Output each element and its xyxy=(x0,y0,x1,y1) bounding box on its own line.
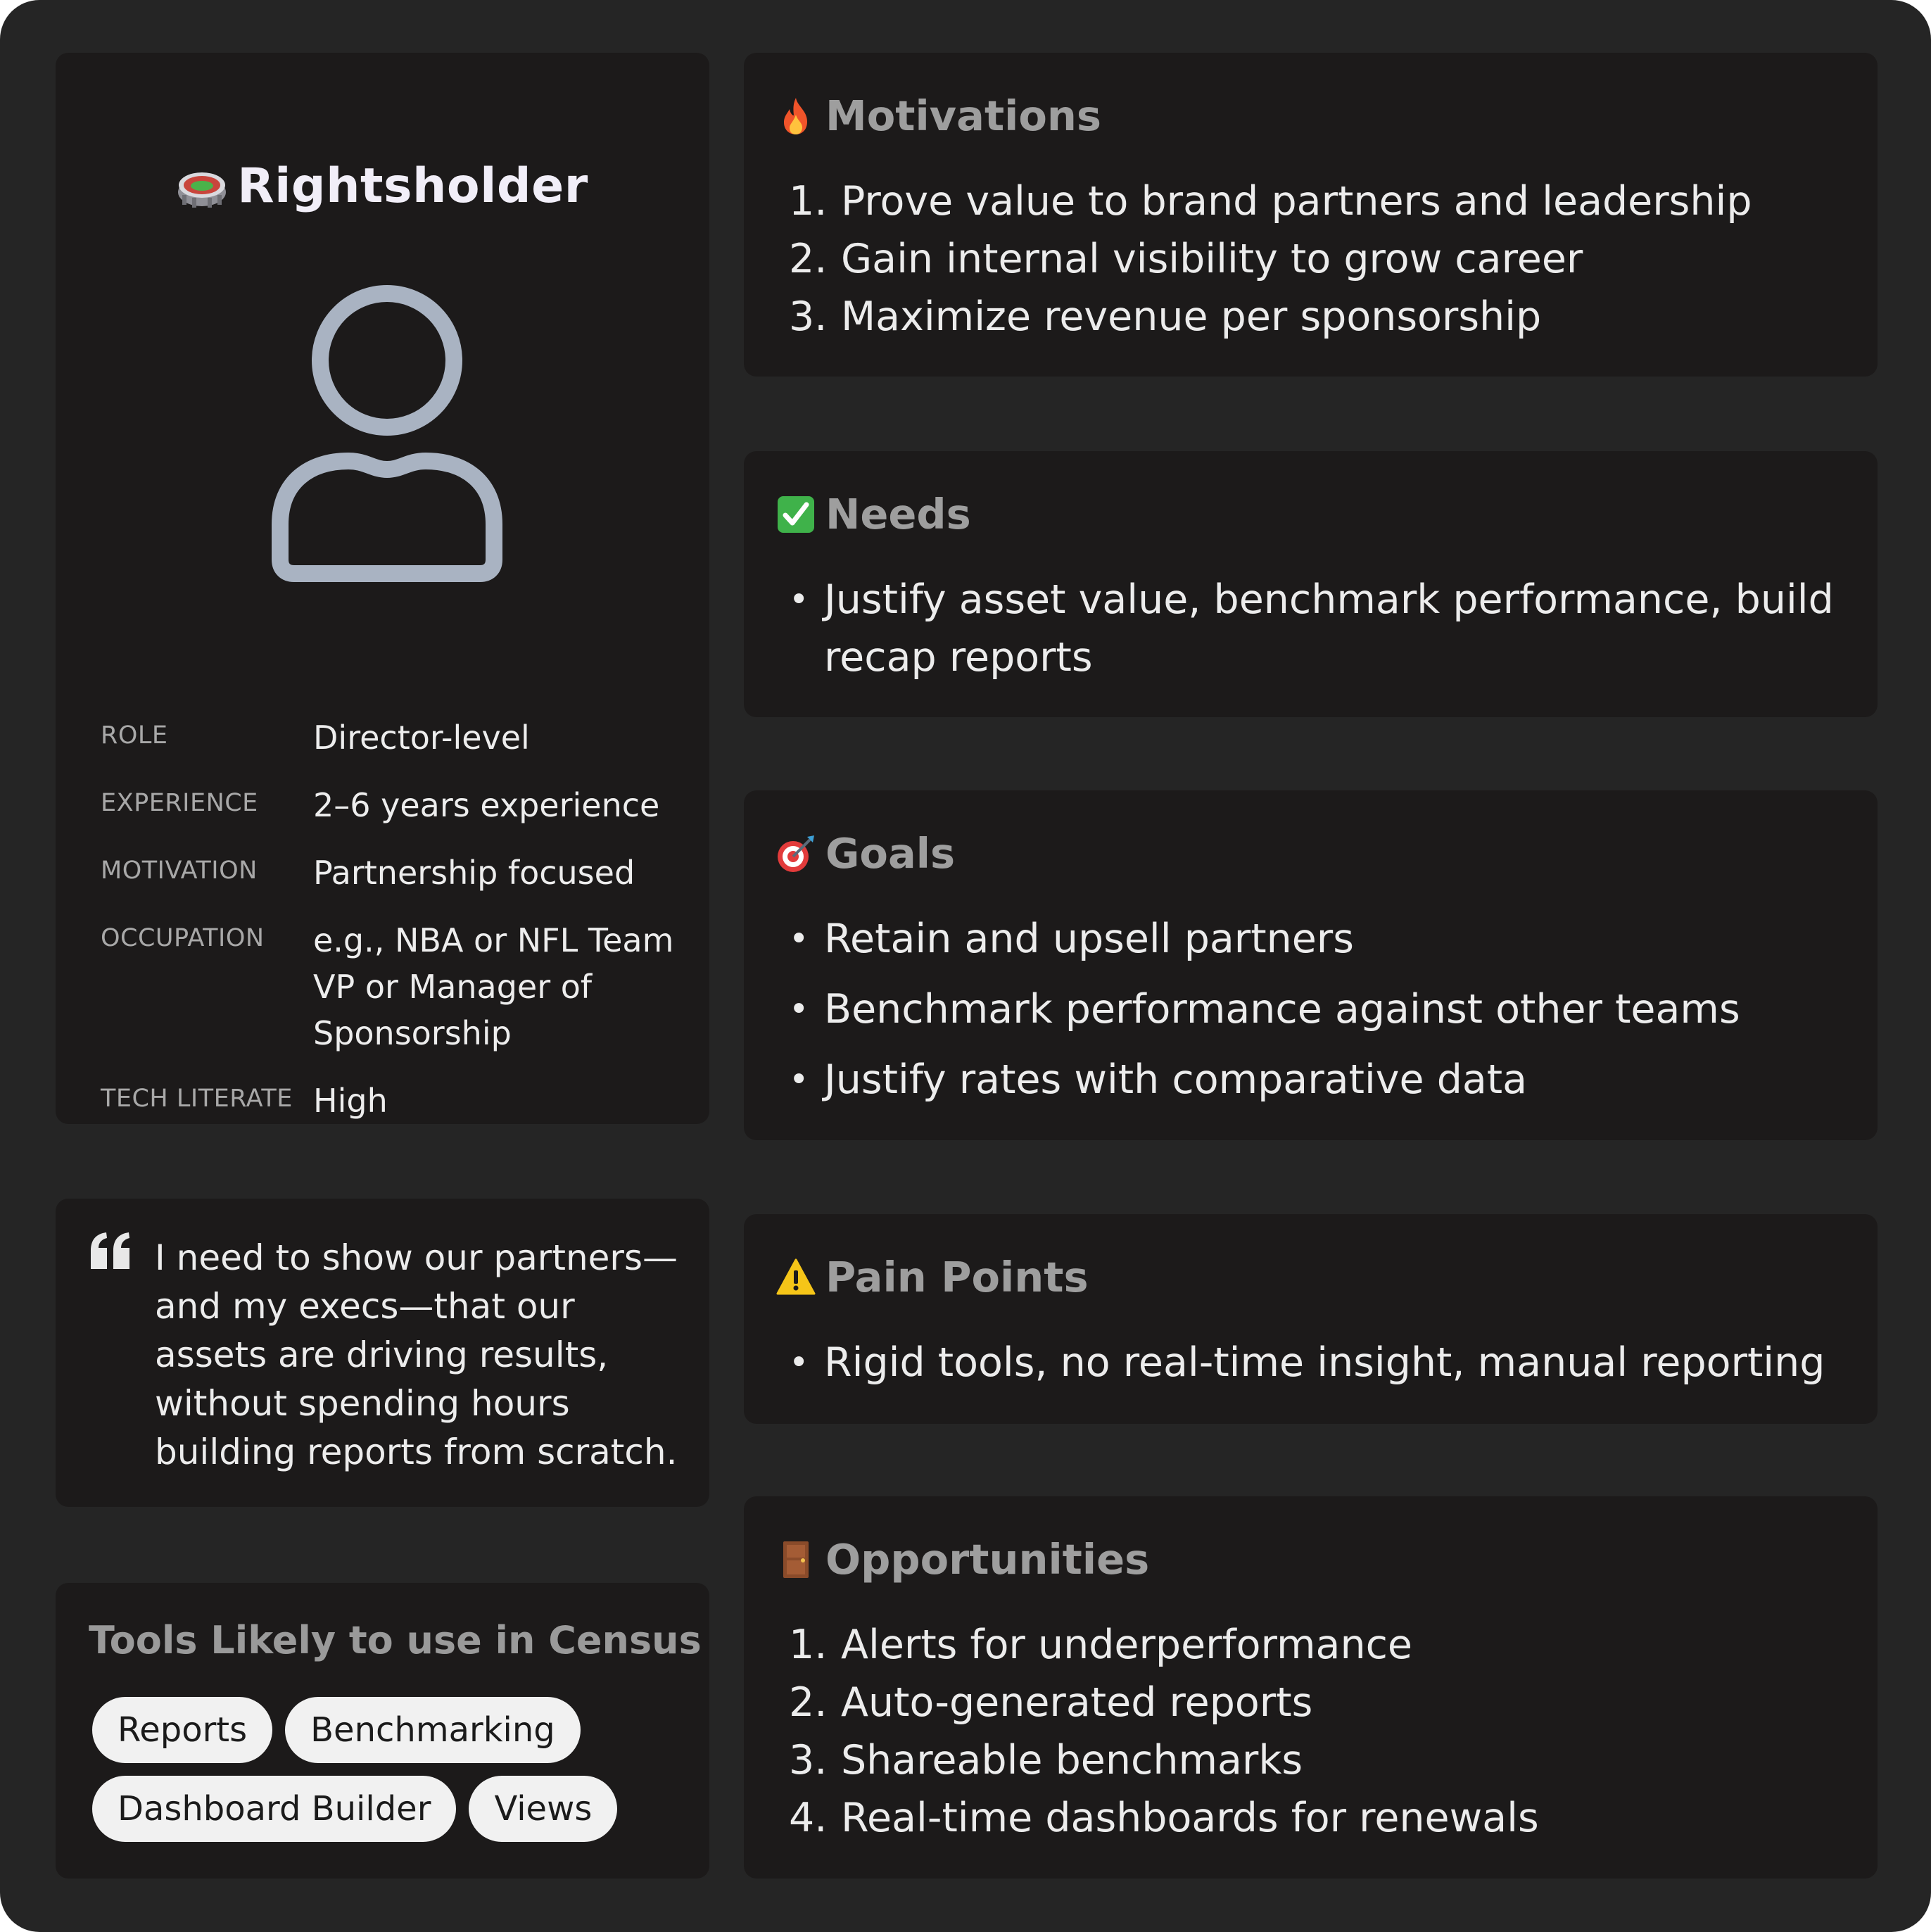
attr-label: MOTIVATION xyxy=(101,857,258,885)
attr-value: 2–6 years experience xyxy=(313,786,660,824)
attr-value: Director-level xyxy=(313,719,530,757)
stadium-icon xyxy=(178,172,227,208)
list-text: Maximize revenue per sponsorship xyxy=(841,293,1542,340)
goals-card: Goals • Retain and upsell partners • Ben… xyxy=(744,790,1878,1140)
list-text: Prove value to brand partners and leader… xyxy=(841,178,1752,225)
list-item: • Justify rates with comparative data xyxy=(789,1051,1859,1109)
needs-heading: Needs xyxy=(776,490,971,538)
list-number: 4. xyxy=(789,1795,828,1841)
warning-icon xyxy=(776,1258,816,1294)
tool-chip-benchmarking[interactable]: Benchmarking xyxy=(285,1697,581,1763)
attr-role: ROLE Director-level xyxy=(101,714,699,761)
motivations-card: Motivations 1. Prove value to brand part… xyxy=(744,53,1878,377)
list-item: 2. Auto-generated reports xyxy=(789,1674,1859,1731)
list-item: 1. Prove value to brand partners and lea… xyxy=(789,172,1859,230)
bullet: • xyxy=(789,990,809,1029)
attr-label: EXPERIENCE xyxy=(101,789,258,817)
attr-label: ROLE xyxy=(101,721,168,750)
attr-label: TECH LITERATE xyxy=(101,1085,293,1113)
list-item: 4. Real-time dashboards for renewals xyxy=(789,1789,1859,1847)
list-number: 3. xyxy=(789,293,828,340)
goals-list: • Retain and upsell partners • Benchmark… xyxy=(789,910,1859,1121)
list-item: 2. Gain internal visibility to grow care… xyxy=(789,230,1859,288)
list-item: 3. Maximize revenue per sponsorship xyxy=(789,288,1859,346)
bullet: • xyxy=(789,1060,809,1099)
attr-tech-literate: TECH LITERATE High xyxy=(101,1078,699,1124)
profile-attributes: ROLE Director-level EXPERIENCE 2–6 years… xyxy=(101,714,699,1145)
list-item: • Retain and upsell partners xyxy=(789,910,1859,968)
quote-text: I need to show our partners—and my execs… xyxy=(155,1237,678,1472)
bullet: • xyxy=(789,919,809,959)
profile-card: Rightsholder ROLE Director-level EXPERIE… xyxy=(56,53,709,1124)
opportunities-heading: Opportunities xyxy=(776,1535,1149,1584)
list-item: • Benchmark performance against other te… xyxy=(789,980,1859,1038)
tools-card: Tools Likely to use in Census Reports Be… xyxy=(56,1583,709,1879)
opportunities-title: Opportunities xyxy=(825,1535,1150,1584)
list-text: Gain internal visibility to grow career xyxy=(841,236,1583,282)
fire-icon xyxy=(784,97,807,134)
list-text: Shareable benchmarks xyxy=(841,1737,1303,1783)
attr-label: OCCUPATION xyxy=(101,924,265,952)
list-text: Alerts for underperformance xyxy=(841,1622,1412,1668)
door-icon xyxy=(783,1541,809,1578)
goals-title: Goals xyxy=(825,829,956,878)
list-text: Retain and upsell partners xyxy=(824,916,1354,962)
list-number: 1. xyxy=(789,1622,828,1668)
needs-title: Needs xyxy=(825,490,971,538)
goals-heading: Goals xyxy=(776,829,955,878)
tool-chip-views[interactable]: Views xyxy=(469,1776,618,1842)
list-number: 2. xyxy=(789,1679,828,1726)
check-box-icon xyxy=(778,495,814,533)
attr-value: e.g., NBA or NFL Team VP or Manager of S… xyxy=(313,921,674,1052)
needs-list: • Justify asset value, benchmark perform… xyxy=(789,571,1859,699)
needs-card: Needs • Justify asset value, benchmark p… xyxy=(744,451,1878,717)
list-item: 1. Alerts for underperformance xyxy=(789,1616,1859,1674)
target-dart-icon xyxy=(778,835,814,872)
tools-chip-list: Reports Benchmarking Dashboard Builder V… xyxy=(92,1697,697,1842)
quote-mark-icon xyxy=(91,1232,129,1269)
attr-value: High xyxy=(313,1082,388,1120)
attr-occupation: OCCUPATION e.g., NBA or NFL Team VP or M… xyxy=(101,917,699,1056)
list-number: 1. xyxy=(789,178,828,225)
list-item: • Rigid tools, no real-time insight, man… xyxy=(789,1334,1859,1391)
quote-card: I need to show our partners—and my execs… xyxy=(56,1199,709,1507)
tool-chip-reports[interactable]: Reports xyxy=(92,1697,273,1763)
list-text: Auto-generated reports xyxy=(841,1679,1313,1726)
bullet: • xyxy=(789,1343,809,1382)
list-text: Rigid tools, no real-time insight, manua… xyxy=(824,1339,1825,1386)
list-item: • Justify asset value, benchmark perform… xyxy=(789,571,1859,686)
pain-points-heading: Pain Points xyxy=(776,1253,1089,1301)
list-text: Benchmark performance against other team… xyxy=(824,986,1740,1033)
list-number: 3. xyxy=(789,1737,828,1783)
motivations-list: 1. Prove value to brand partners and lea… xyxy=(789,172,1859,346)
pain-points-card: Pain Points • Rigid tools, no real-time … xyxy=(744,1214,1878,1424)
attr-motivation: MOTIVATION Partnership focused xyxy=(101,850,699,896)
tools-title: Tools Likely to use in Census xyxy=(89,1618,702,1662)
list-text: Justify rates with comparative data xyxy=(824,1056,1528,1103)
profile-header: Rightsholder xyxy=(56,158,709,214)
opportunities-list: 1. Alerts for underperformance 2. Auto-g… xyxy=(789,1616,1859,1847)
list-item: 3. Shareable benchmarks xyxy=(789,1731,1859,1789)
motivations-heading: Motivations xyxy=(776,91,1101,140)
pain-points-title: Pain Points xyxy=(825,1253,1089,1301)
list-number: 2. xyxy=(789,236,828,282)
list-text: Real-time dashboards for renewals xyxy=(841,1795,1539,1841)
motivations-title: Motivations xyxy=(825,91,1102,140)
persona-name: Rightsholder xyxy=(237,158,588,214)
attr-value: Partnership focused xyxy=(313,854,635,892)
list-text: Justify asset value, benchmark performan… xyxy=(824,576,1834,681)
bullet: • xyxy=(789,580,809,619)
opportunities-card: Opportunities 1. Alerts for underperform… xyxy=(744,1496,1878,1879)
pain-points-list: • Rigid tools, no real-time insight, man… xyxy=(789,1334,1859,1404)
tool-chip-dashboard-builder[interactable]: Dashboard Builder xyxy=(92,1776,457,1842)
attr-experience: EXPERIENCE 2–6 years experience xyxy=(101,782,699,828)
user-avatar-icon xyxy=(272,285,502,582)
